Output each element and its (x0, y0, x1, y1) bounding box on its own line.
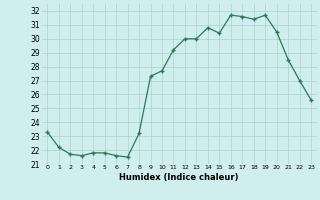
X-axis label: Humidex (Indice chaleur): Humidex (Indice chaleur) (119, 173, 239, 182)
